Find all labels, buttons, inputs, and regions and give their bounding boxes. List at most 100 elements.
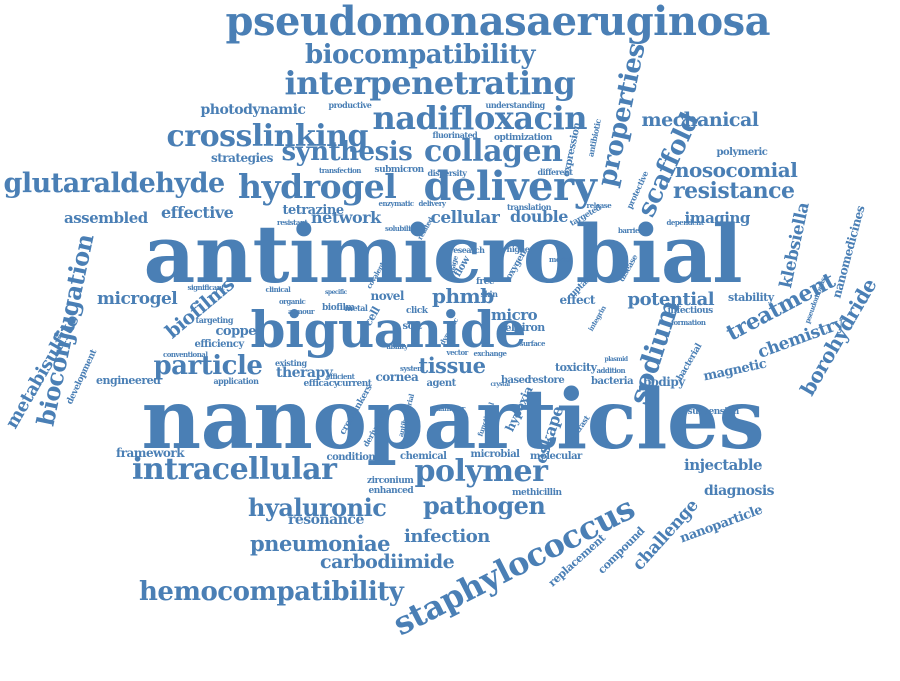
word-therapy: therapy	[276, 365, 333, 381]
word-infectious: infectious	[667, 305, 714, 316]
word-diagnosis: diagnosis	[704, 483, 775, 499]
word-agent: agent	[426, 378, 457, 389]
word-translation: translation	[507, 202, 552, 212]
word-ability: ability	[386, 341, 409, 351]
word-clinical: clinical	[265, 284, 291, 294]
word-dispersity: dispersity	[427, 168, 467, 178]
word-current: current	[337, 378, 372, 389]
word-click: click	[406, 305, 428, 316]
word-enzymatic: enzymatic	[378, 198, 415, 208]
word-biguanide: biguanide	[250, 300, 527, 359]
word-microbial: microbial	[470, 449, 520, 460]
word-pneumoniae: pneumoniae	[250, 530, 391, 556]
word-surface: surface	[519, 338, 546, 348]
word-delivery: delivery	[418, 198, 446, 208]
word-solubility: solubility	[385, 223, 417, 233]
word-efficiency: efficiency	[194, 339, 245, 350]
word-research: research	[449, 245, 485, 255]
word-hydrogel: hydrogel	[238, 166, 397, 206]
word-framework: framework	[116, 446, 185, 460]
word-condition: condition	[326, 452, 376, 463]
word-toxicity: toxicity	[555, 360, 597, 374]
word-infection: infection	[404, 526, 490, 547]
word-synthesis: synthesis	[281, 137, 413, 167]
word-application: application	[213, 376, 259, 386]
word-crosslinking: crosslinking	[166, 119, 369, 154]
word-effective: effective	[161, 203, 234, 222]
word-integrin: integrin	[586, 303, 608, 333]
word-understanding: understanding	[485, 100, 546, 110]
word-hyaluronic: hyaluronic	[248, 493, 387, 522]
word-existing: existing	[275, 358, 307, 368]
word-skin: skin	[480, 289, 498, 299]
word-antimicrobial: antimicrobial	[143, 207, 743, 301]
word-resistance: resistance	[673, 178, 795, 204]
word-assembled: assembled	[64, 208, 148, 227]
word-particle: particle	[153, 351, 263, 381]
word-vector: vector	[446, 347, 469, 357]
word-chemical: chemical	[400, 451, 447, 462]
word-injectable: injectable	[684, 455, 763, 474]
word-bodipy: bodipy	[643, 375, 685, 389]
word-efficient: efficient	[326, 371, 355, 381]
word-pseudomonasaeruginosa: pseudomonasaeruginosa	[225, 0, 771, 45]
word-soft: soft	[402, 321, 423, 332]
word-submicron: submicron	[374, 164, 425, 175]
word-microgel: microgel	[97, 288, 178, 309]
word-intracellular: intracellular	[132, 452, 337, 487]
word-photodynamic: photodynamic	[200, 102, 306, 118]
word-dependent: dependent	[666, 217, 704, 227]
word-engineered: engineered	[96, 373, 161, 387]
word-resonance: resonance	[288, 512, 364, 528]
word-specific: specific	[325, 289, 347, 296]
word-restore: restore	[527, 375, 565, 386]
word-targeting: targeting	[195, 315, 234, 325]
word-formation: formation	[671, 317, 706, 327]
word-network: network	[311, 208, 381, 227]
word-strategies: strategies	[211, 151, 273, 165]
word-hemocompatibility: hemocompatibility	[139, 577, 404, 607]
word-biofilm: biofilm	[322, 302, 355, 313]
word-collagen: collagen	[424, 134, 563, 169]
word-exchange: exchange	[473, 348, 507, 358]
word-klebsiella: klebsiella	[775, 200, 814, 290]
word-cornea: cornea	[375, 370, 419, 384]
word-tissue: tissue	[418, 352, 486, 378]
word-different: different	[537, 167, 573, 177]
word-metal: metal	[344, 303, 368, 313]
word-plasmid: plasmid	[604, 356, 629, 363]
word-system: system	[400, 363, 425, 373]
word-nanoparticles: nanoparticles	[141, 372, 765, 468]
word-nadifloxacin: nadifloxacin	[372, 99, 588, 137]
word-nosocomial: nosocomial	[675, 158, 798, 182]
word-suspension: suspension	[687, 406, 740, 417]
word-significant: significant	[187, 282, 225, 292]
word-polymeric: polymeric	[716, 147, 768, 158]
word-productive: productive	[328, 100, 372, 110]
word-carbodiimide: carbodiimide	[320, 550, 455, 573]
word-bacteria: bacteria	[591, 376, 634, 387]
word-copper: copper	[215, 323, 263, 339]
word-delivery: delivery	[423, 163, 597, 210]
word-fluorinated: fluorinated	[432, 130, 478, 140]
word-tetrazine: tetrazine	[282, 202, 345, 218]
word-imaging: imaging	[684, 208, 751, 227]
word-double: double	[510, 207, 568, 226]
word-methicillin: methicillin	[512, 487, 562, 498]
word-model: model	[549, 254, 571, 264]
word-release: release	[586, 200, 612, 210]
word-resistant: resistant	[277, 217, 308, 227]
word-self: self	[500, 323, 519, 334]
word-diameter: diameter	[433, 403, 466, 413]
word-transfection: transfection	[319, 165, 361, 175]
word-potential: potential	[627, 289, 715, 310]
word-organic: organic	[279, 296, 306, 306]
word-phmb: phmb	[432, 284, 494, 308]
word-based: based	[501, 375, 531, 386]
word-conventional: conventional	[163, 349, 208, 359]
word-addition: addition	[596, 365, 626, 375]
word-glutaraldehyde: glutaraldehyde	[3, 167, 226, 199]
word-crystal: crystal	[490, 381, 511, 388]
word-novel: novel	[370, 289, 405, 303]
